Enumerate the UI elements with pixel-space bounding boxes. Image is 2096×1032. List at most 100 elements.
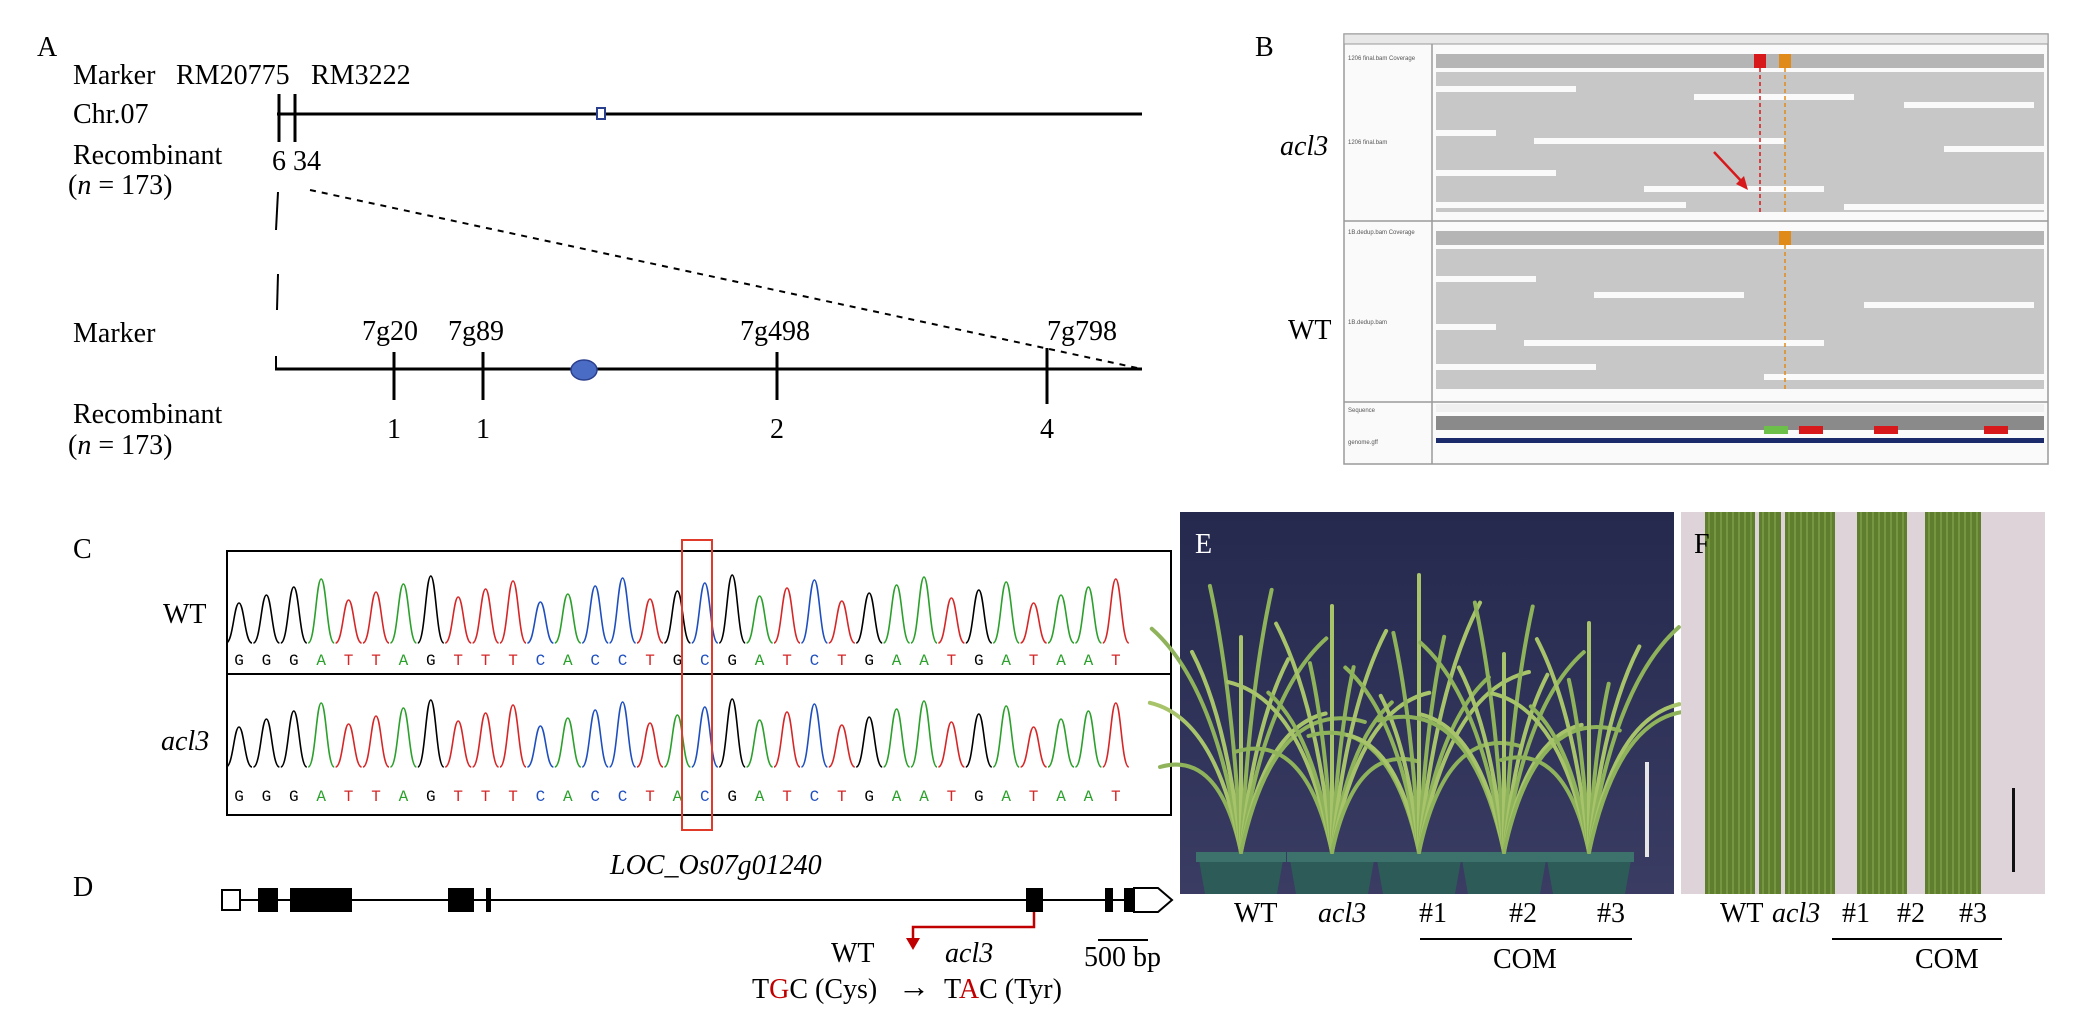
base-call: G <box>426 652 436 670</box>
codon-wt: TGC (Cys) <box>752 974 878 1005</box>
trace-peak <box>608 701 637 768</box>
trace-peak <box>526 725 554 768</box>
base-call: G <box>727 652 737 670</box>
trace-peak <box>910 576 938 644</box>
marker-label-top: Marker <box>73 60 156 91</box>
codon-wt-label: WT <box>831 938 875 969</box>
trace-peak <box>1074 586 1103 644</box>
panel-letter-a: A <box>37 32 58 63</box>
recombinant-7g89: 1 <box>476 414 490 445</box>
base-call: G <box>262 788 272 806</box>
wt-coverage-track <box>1436 231 2044 245</box>
trace-peak <box>773 587 801 644</box>
base-call: A <box>1001 652 1011 670</box>
zoom-line-left-upper <box>275 191 279 231</box>
trace-peak <box>855 716 883 768</box>
trace-peak <box>444 596 472 644</box>
base-call: T <box>481 652 491 670</box>
trace-peak <box>581 585 609 644</box>
base-call: T <box>837 652 847 670</box>
igv-row-label-wt: WT <box>1288 315 1332 346</box>
base-call: C <box>590 788 600 806</box>
svg-text:1206 final.bam: 1206 final.bam <box>1348 140 1387 146</box>
codon-acl3: TAC (Tyr) <box>944 974 1062 1005</box>
trace-peak <box>389 583 418 644</box>
plant-label-com2: #2 <box>1509 898 1537 929</box>
trace-peak <box>1047 594 1075 644</box>
base-call: T <box>371 788 381 806</box>
exon <box>1105 888 1113 912</box>
base-call: T <box>344 788 354 806</box>
marker-7g798: 7g798 <box>1047 316 1117 347</box>
base-call: A <box>1056 652 1066 670</box>
mutation-pointer <box>911 912 1036 942</box>
leaf-blade <box>1785 512 1835 894</box>
leaf-blade <box>1705 512 1755 894</box>
base-call: A <box>919 788 929 806</box>
trace-peak <box>992 581 1020 644</box>
trace-peak <box>499 704 527 768</box>
trace-peak <box>937 721 966 768</box>
trace-peak <box>554 593 582 644</box>
trace-peak <box>225 726 253 768</box>
base-call: C <box>810 652 820 670</box>
trace-peak <box>252 594 281 644</box>
trace-peak <box>581 709 609 768</box>
acl3-read-gaps <box>1436 86 2044 210</box>
utr-5 <box>221 889 241 911</box>
panel-letter-f: F <box>1694 529 1710 560</box>
trace-peak <box>855 592 883 644</box>
trace-peak <box>280 586 308 644</box>
n-label-top: (n = 173) <box>68 170 173 201</box>
mutation-highlight-box <box>681 539 713 831</box>
acl3-snp-mark-orange <box>1779 54 1791 68</box>
marker-rm3222: RM3222 <box>311 60 411 91</box>
plant-pot <box>1199 860 1283 894</box>
base-call: G <box>234 652 244 670</box>
trace-peak <box>800 703 829 768</box>
trace-peak <box>608 577 637 644</box>
trace-peak <box>1020 602 1048 644</box>
plant-leaf <box>1587 625 1681 854</box>
base-call: T <box>508 652 518 670</box>
plant-photo <box>1147 512 1722 894</box>
utr-3 <box>1133 887 1174 913</box>
base-call: A <box>316 788 326 806</box>
base-call: T <box>645 652 655 670</box>
trace-peak <box>499 580 527 644</box>
base-call: T <box>645 788 655 806</box>
trace-peak <box>362 591 390 644</box>
exon <box>448 888 474 912</box>
trace-peak <box>554 717 582 768</box>
plant-pot <box>1462 860 1546 894</box>
recombinant-count-rm20775: 6 <box>272 146 286 177</box>
chromosome-label: Chr.07 <box>73 99 149 130</box>
svg-text:1B.dedup.bam: 1B.dedup.bam <box>1348 320 1387 326</box>
base-call: T <box>1111 788 1121 806</box>
base-call: T <box>453 788 463 806</box>
fine-centromere <box>570 359 598 381</box>
trace-peak <box>362 715 390 768</box>
recombinant-count-rm3222: 34 <box>293 146 321 177</box>
trace-peak <box>334 599 363 644</box>
plant-label-wt: WT <box>1234 898 1278 929</box>
base-call: A <box>919 652 929 670</box>
base-call: T <box>837 788 847 806</box>
marker-rm20775: RM20775 <box>176 60 290 91</box>
exon <box>258 888 278 912</box>
base-call: G <box>426 788 436 806</box>
com-label-e: COM <box>1493 944 1557 975</box>
leaf-label-com1: #1 <box>1842 898 1870 929</box>
base-call: G <box>727 788 737 806</box>
centromere-marker <box>596 107 606 120</box>
base-call: A <box>755 652 765 670</box>
acl3-snp-mark <box>1754 54 1766 68</box>
igv-row-label-acl3: acl3 <box>1280 131 1329 162</box>
panel-letter-d: D <box>73 872 94 903</box>
base-call: A <box>673 788 683 806</box>
trace-peak <box>718 574 746 644</box>
trace-peak <box>636 722 664 768</box>
trace-peak <box>828 600 856 644</box>
